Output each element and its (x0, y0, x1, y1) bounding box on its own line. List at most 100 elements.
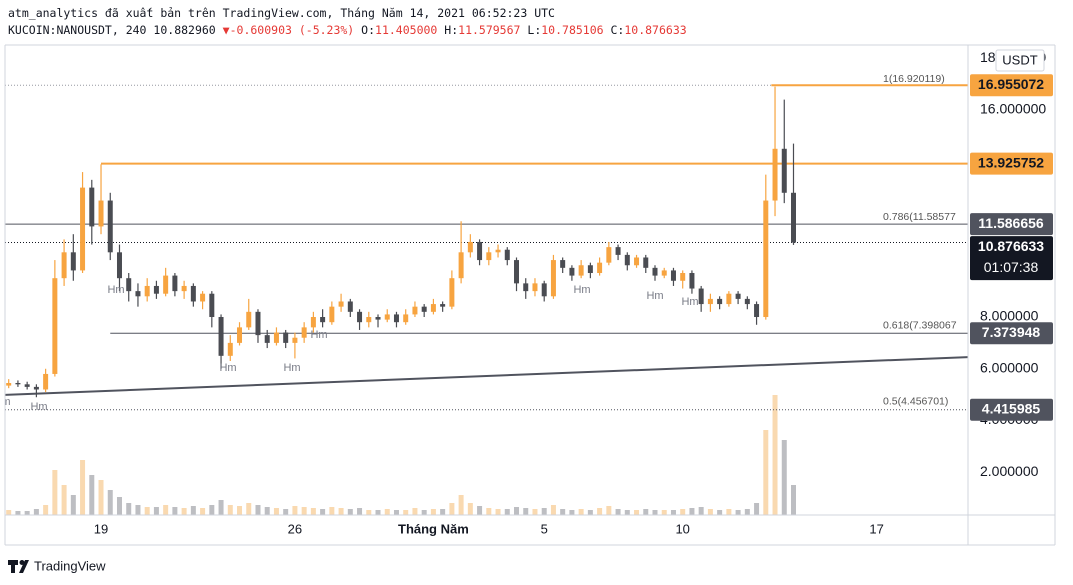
candle-body (292, 337, 298, 343)
volume-bar (744, 509, 750, 515)
volume-bar (375, 510, 381, 515)
candle-body (634, 257, 640, 266)
volume-bar (200, 508, 206, 515)
volume-bar (754, 503, 760, 515)
arrow: ▼ (222, 23, 230, 37)
y-tick-label: 16.000000 (980, 101, 1046, 117)
volume-bar (126, 503, 132, 515)
volume-bar (98, 480, 104, 515)
candle-body (597, 262, 603, 274)
candle-body (440, 304, 446, 307)
volume-bar (255, 505, 261, 515)
volume-bar (726, 509, 732, 515)
y-tick-label: 8.000000 (980, 308, 1039, 324)
volume-bar (560, 509, 566, 515)
candle-body (578, 265, 584, 276)
volume-bar (624, 510, 630, 515)
volume-bar (587, 510, 593, 515)
price-badge-label: 10.876633 (978, 238, 1044, 254)
volume-bar (70, 495, 76, 515)
volume-bar (735, 510, 741, 515)
marker-label: Hm (283, 362, 300, 374)
volume-bar (320, 509, 326, 515)
volume-bar (421, 510, 427, 515)
candle-body (320, 317, 326, 323)
volume-bar (357, 508, 363, 515)
candle-body (273, 332, 279, 343)
marker-label: Hm (30, 401, 47, 413)
price-badge (970, 74, 1053, 97)
candle-body (393, 314, 399, 323)
volume-bar (6, 510, 12, 515)
candle-body (726, 293, 732, 305)
candle-body (449, 278, 455, 307)
marker-label: Hm (646, 290, 663, 302)
header-line1: atm_analytics đã xuất bản trên TradingVi… (8, 6, 555, 20)
volume-bar (237, 506, 243, 515)
volume-bar (532, 509, 538, 515)
marker-label: Hm (0, 396, 11, 408)
high: 11.579567 (458, 23, 521, 37)
volume-bar (467, 503, 473, 515)
volume-bar (366, 510, 372, 515)
candle-body (624, 254, 630, 266)
volume-bar (310, 508, 316, 515)
candle-body (403, 314, 409, 323)
volume-bar (440, 509, 446, 515)
volume-bar (550, 505, 556, 515)
price-badge-label: 4.415985 (982, 400, 1041, 416)
volume-bar (514, 507, 520, 515)
volume-bar (338, 508, 344, 515)
fib-label: 0.5(4.456701) (883, 395, 948, 407)
fib-label: 0.618(7.398067 (883, 319, 957, 331)
candle-body (790, 192, 796, 243)
marker-label: Hm (107, 284, 124, 296)
price-badge-label: 11.586656 (978, 215, 1044, 231)
volume-bar (329, 507, 335, 515)
volume-bar (393, 510, 399, 515)
currency: USDT (1002, 52, 1037, 67)
volume-bar (477, 506, 483, 515)
marker-label: Hm (573, 284, 590, 296)
volume-bar (606, 506, 612, 515)
candle-body (61, 252, 67, 279)
candle-body (89, 187, 95, 227)
candle-body (661, 270, 667, 276)
countdown: 01:07:38 (984, 259, 1039, 275)
volume-bar (190, 506, 196, 515)
h-label: H: (444, 23, 459, 37)
volume-bar (689, 508, 695, 515)
volume-bar (116, 497, 122, 515)
volume-bar (24, 511, 30, 515)
candle-body (744, 298, 750, 305)
volume-bar (615, 509, 621, 515)
candle-body (80, 187, 86, 271)
volume-bar (163, 505, 169, 515)
price-badge (970, 398, 1053, 421)
volume-bar (80, 460, 86, 515)
volume-bar (283, 509, 289, 515)
candle-body (255, 311, 261, 336)
fib-label: 0.786(11.58577 (883, 211, 956, 223)
candle-body (107, 200, 113, 253)
low: 10.785106 (541, 23, 604, 37)
volume-bar (15, 511, 21, 515)
volume-bar (33, 509, 39, 515)
candle-body (301, 327, 307, 338)
volume-bar (661, 510, 667, 515)
volume-bar (790, 485, 796, 515)
candle-body (218, 317, 224, 356)
candle-body (504, 249, 510, 261)
last: 10.882960 (153, 23, 216, 37)
candle-body (412, 306, 418, 315)
candle-body (200, 293, 206, 302)
volume-bar (384, 509, 390, 515)
x-tick-label: 17 (869, 521, 883, 536)
candle-body (772, 148, 778, 201)
volume-bar (292, 506, 298, 515)
candle-body (15, 383, 21, 385)
c-label: C: (610, 23, 625, 37)
price-badge (970, 322, 1053, 345)
